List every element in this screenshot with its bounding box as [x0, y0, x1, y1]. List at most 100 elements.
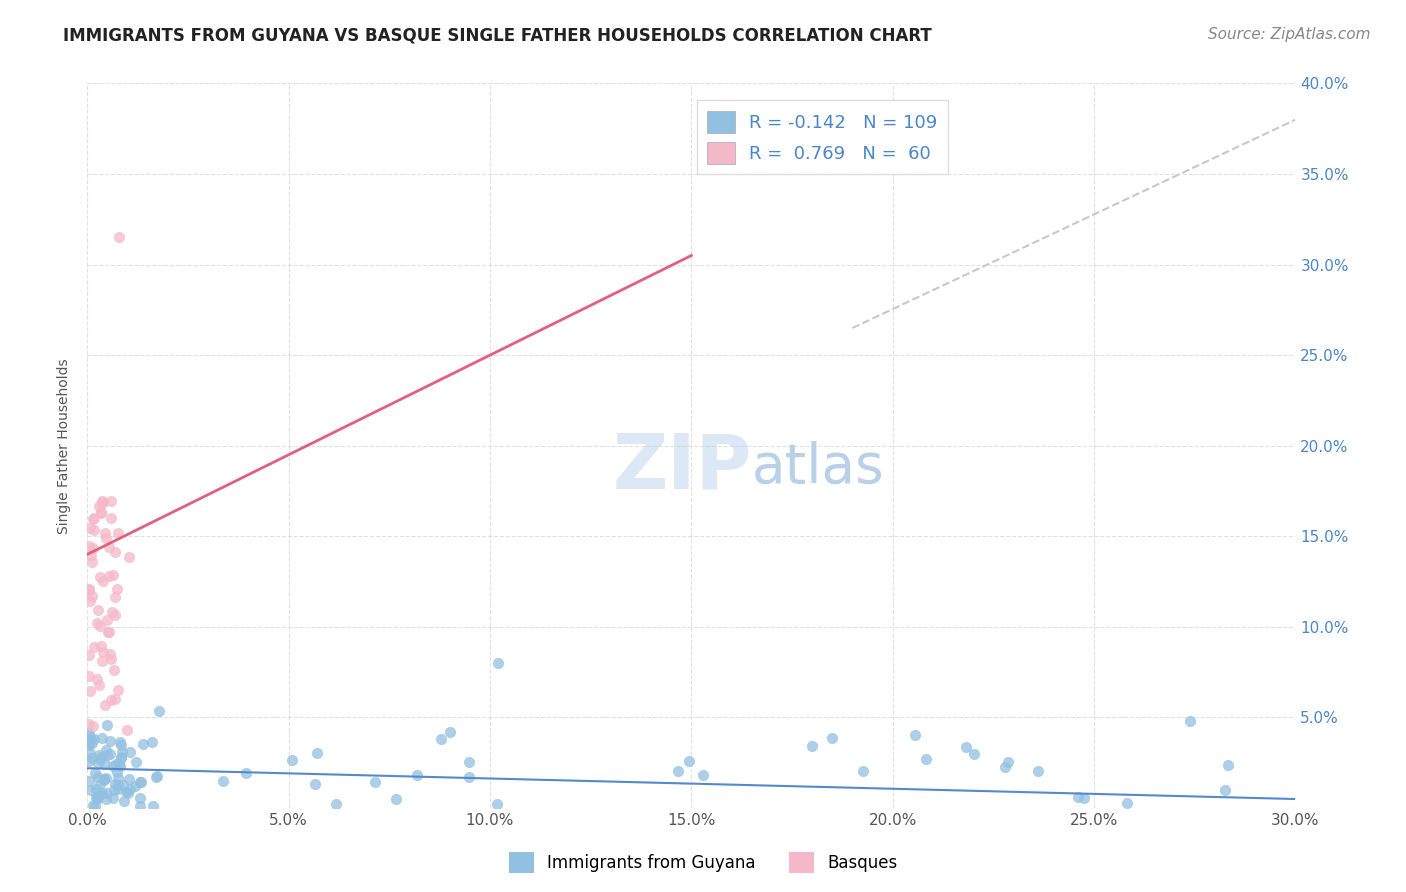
Point — [120, 782, 142, 797]
Point — [457, 770, 479, 784]
Point — [104, 545, 127, 559]
Point — [96, 718, 118, 732]
Point — [80, 555, 103, 569]
Point — [77, 582, 100, 597]
Point — [820, 731, 842, 745]
Point — [86, 781, 108, 796]
Point — [118, 745, 141, 759]
Text: Source: ZipAtlas.com: Source: ZipAtlas.com — [1208, 27, 1371, 42]
Point — [89, 570, 111, 584]
Point — [997, 755, 1019, 769]
Point — [86, 672, 108, 686]
Point — [104, 692, 127, 706]
Point — [98, 540, 121, 554]
Point — [141, 734, 163, 748]
Point — [668, 764, 690, 778]
Point — [103, 782, 125, 797]
Point — [994, 760, 1017, 774]
Point — [80, 731, 103, 746]
Point — [305, 746, 328, 760]
Point — [79, 774, 101, 789]
Point — [86, 792, 108, 806]
Point — [103, 568, 125, 582]
Point — [485, 797, 508, 812]
Legend: Immigrants from Guyana, Basques: Immigrants from Guyana, Basques — [502, 846, 904, 880]
Point — [89, 777, 111, 791]
Point — [128, 775, 150, 789]
Point — [108, 230, 131, 244]
Point — [77, 717, 100, 731]
Point — [100, 651, 122, 665]
Point — [77, 582, 100, 597]
Point — [98, 747, 121, 761]
Point — [90, 749, 112, 764]
Point — [108, 757, 131, 772]
Point — [77, 738, 100, 752]
Point — [83, 523, 105, 537]
Point — [89, 499, 111, 513]
Point — [77, 725, 100, 739]
Point — [111, 745, 134, 759]
Point — [77, 648, 100, 663]
Point — [101, 791, 124, 805]
Point — [83, 640, 105, 654]
Point — [108, 734, 131, 748]
Point — [98, 569, 121, 583]
Point — [100, 494, 122, 508]
Point — [96, 743, 118, 757]
Point — [82, 512, 104, 526]
Point — [107, 526, 129, 541]
Text: IMMIGRANTS FROM GUYANA VS BASQUE SINGLE FATHER HOUSEHOLDS CORRELATION CHART: IMMIGRANTS FROM GUYANA VS BASQUE SINGLE … — [63, 27, 932, 45]
Point — [904, 728, 927, 742]
Point — [405, 768, 427, 782]
Point — [800, 739, 823, 753]
Point — [458, 755, 481, 769]
Point — [678, 755, 700, 769]
Point — [90, 786, 112, 800]
Point — [94, 791, 117, 805]
Point — [89, 752, 111, 766]
Point — [439, 724, 461, 739]
Point — [105, 582, 128, 596]
Point — [77, 729, 100, 743]
Text: ZIP: ZIP — [612, 431, 752, 505]
Point — [107, 682, 129, 697]
Point — [93, 698, 115, 712]
Point — [96, 532, 118, 546]
Point — [852, 764, 875, 778]
Point — [1115, 796, 1137, 810]
Point — [488, 656, 510, 670]
Point — [1178, 714, 1201, 729]
Point — [86, 603, 108, 617]
Point — [89, 747, 111, 762]
Point — [91, 644, 114, 658]
Point — [117, 549, 139, 564]
Point — [211, 773, 233, 788]
Point — [1026, 764, 1049, 778]
Point — [100, 510, 122, 524]
Point — [91, 495, 114, 509]
Point — [77, 755, 100, 769]
Point — [98, 648, 121, 662]
Point — [146, 769, 169, 783]
Point — [107, 782, 129, 797]
Point — [108, 758, 131, 772]
Point — [86, 615, 108, 630]
Point — [90, 640, 112, 654]
Point — [86, 770, 108, 784]
Point — [79, 594, 101, 608]
Point — [97, 625, 120, 640]
Point — [1073, 790, 1095, 805]
Point — [93, 772, 115, 787]
Point — [692, 768, 714, 782]
Point — [96, 786, 118, 800]
Point — [955, 740, 977, 755]
Point — [107, 772, 129, 786]
Point — [364, 774, 387, 789]
Point — [82, 719, 104, 733]
Point — [94, 771, 117, 785]
Point — [80, 782, 103, 797]
Point — [104, 590, 127, 604]
Point — [129, 799, 152, 814]
Point — [79, 539, 101, 553]
